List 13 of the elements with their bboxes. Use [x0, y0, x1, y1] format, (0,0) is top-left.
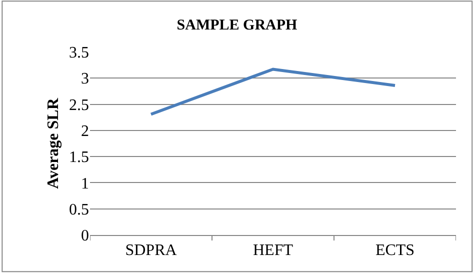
- y-tick-label: 0.5: [69, 201, 89, 218]
- y-axis-title: Average SLR: [44, 98, 62, 189]
- y-tick-label: 1.5: [69, 149, 89, 166]
- y-tick-label: 3: [81, 70, 89, 88]
- y-tick-label: 1: [81, 175, 89, 192]
- y-tick-label: 2: [81, 123, 89, 140]
- y-tick-label: 0: [81, 228, 89, 245]
- y-tick-label: 2.5: [69, 96, 89, 114]
- x-tick-label: HEFT: [253, 242, 294, 260]
- y-tick-label: 3.5: [69, 44, 89, 62]
- chart-title: SAMPLE GRAPH: [176, 18, 298, 34]
- x-tick-label: SDPRA: [125, 242, 178, 260]
- x-tick-label: ECTS: [375, 242, 415, 260]
